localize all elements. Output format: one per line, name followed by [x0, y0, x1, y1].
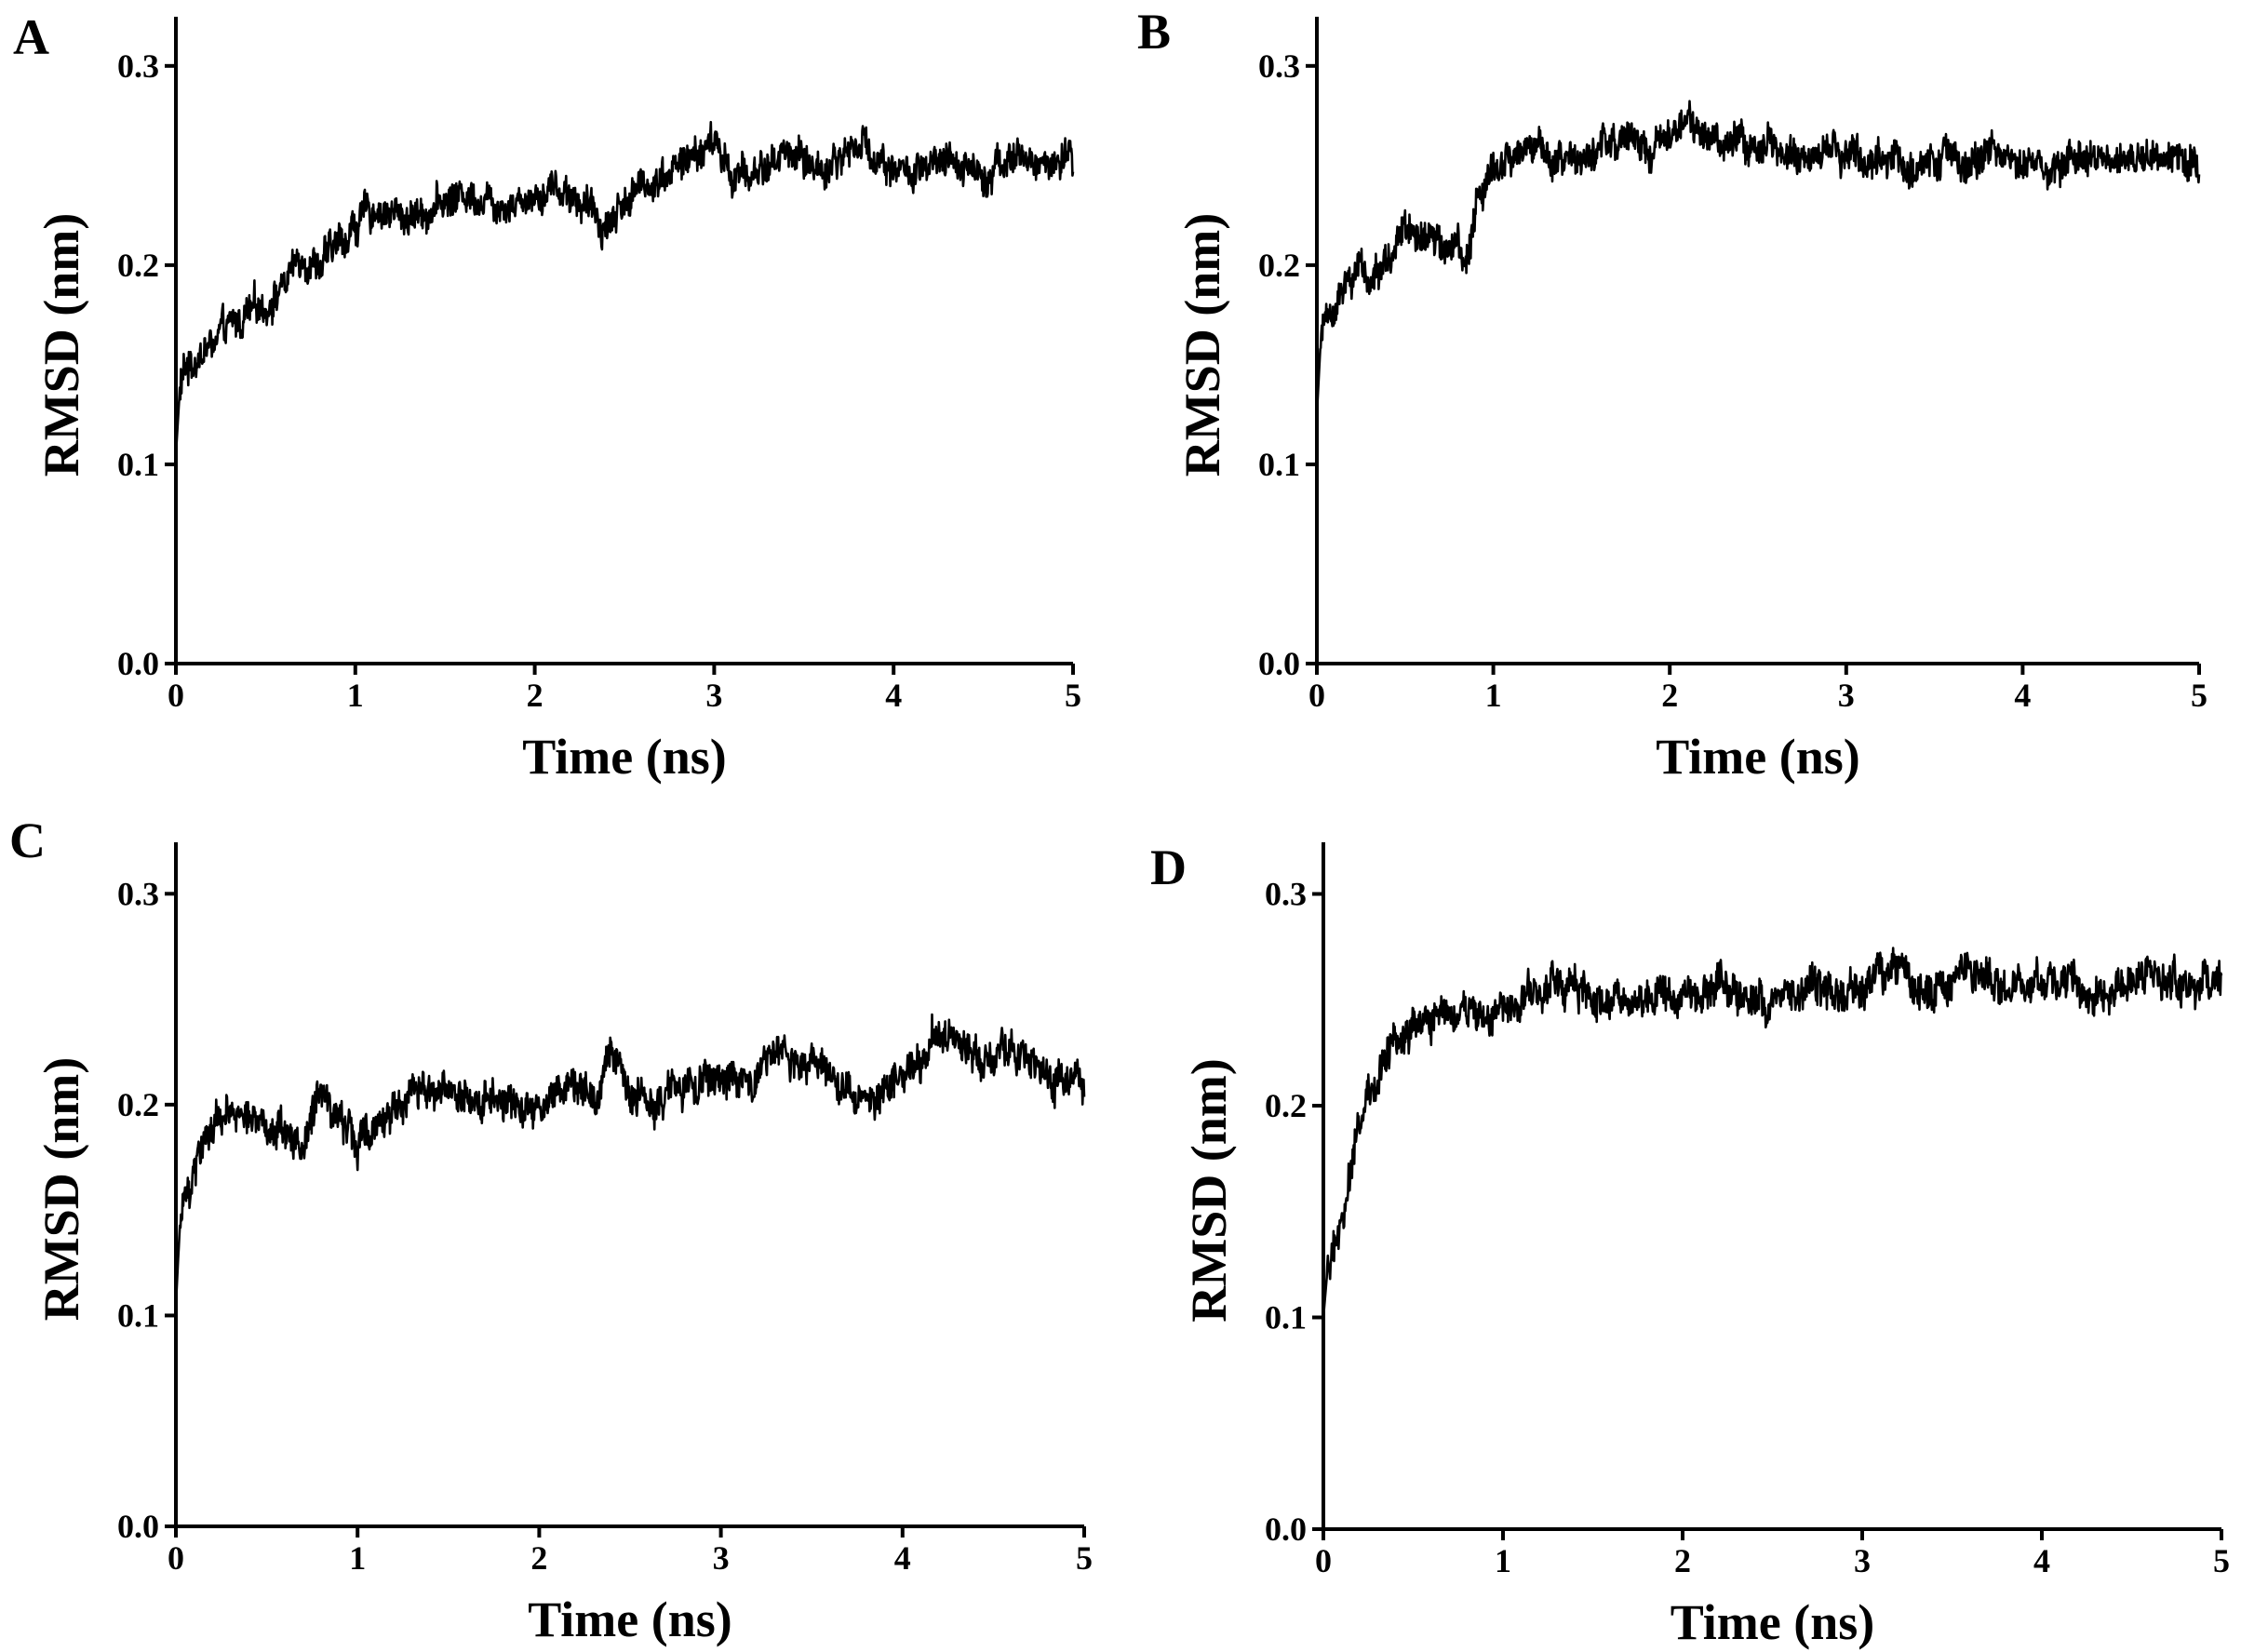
panel-label: B	[1137, 4, 1171, 60]
y-axis-title: RMSD (nm)	[1174, 213, 1230, 477]
x-tick-label: 2	[530, 1539, 547, 1577]
x-tick-label: 1	[1485, 677, 1502, 714]
chart-panel-d: D 0 1 2 3 4 5 0.0 0.1 0.2 0.3 Time (ns) RMSD (nm)	[1150, 839, 2230, 1650]
x-tick-label: 1	[1495, 1542, 1511, 1579]
y-tick-label: 0.0	[117, 645, 159, 682]
x-tick-label: 4	[2014, 677, 2031, 714]
x-tick-label: 4	[2033, 1542, 2050, 1579]
y-axis-title: RMSD (nm)	[1181, 1058, 1237, 1322]
x-tick-label: 5	[2191, 677, 2207, 714]
x-tick-label: 1	[349, 1539, 366, 1577]
x-tick-label: 4	[885, 677, 902, 714]
chart-panel-b: B 0 1 2 3 4 5 0.0 0.1 0.2 0.3 Time (ns) RMSD (nm)	[1137, 4, 2207, 785]
y-tick-label: 0.0	[1258, 645, 1300, 682]
x-tick-label: 2	[527, 677, 543, 714]
x-axis-title: Time (ns)	[1671, 1594, 1875, 1650]
y-tick-label: 0.1	[1265, 1299, 1307, 1336]
panel-label: C	[9, 813, 46, 868]
y-tick-label: 0.2	[117, 1086, 159, 1123]
y-tick-label: 0.3	[1258, 47, 1300, 85]
x-tick-label: 5	[2213, 1542, 2230, 1579]
x-tick-label: 5	[1076, 1539, 1093, 1577]
y-tick-label: 0.0	[1265, 1511, 1307, 1548]
x-axis-title: Time (ns)	[528, 1592, 732, 1647]
chart-panel-a: A 0 1 2 3 4 5 0.0 0.1 0.2 0.3 Time (ns) RMSD (nm)	[13, 9, 1081, 785]
y-tick-label: 0.3	[117, 47, 159, 85]
x-tick-label: 3	[1854, 1542, 1871, 1579]
y-axis-title: RMSD (nm)	[34, 1057, 89, 1321]
x-tick-label: 0	[1308, 677, 1325, 714]
x-tick-label: 2	[1661, 677, 1678, 714]
x-tick-label: 0	[168, 1539, 184, 1577]
panel-label: D	[1150, 839, 1187, 895]
y-tick-label: 0.1	[117, 446, 159, 483]
rmsd-series-line	[174, 120, 1075, 455]
y-tick-label: 0.0	[117, 1508, 159, 1545]
y-axis-title: RMSD (nm)	[34, 213, 89, 477]
x-tick-label: 3	[1838, 677, 1855, 714]
x-tick-label: 0	[1315, 1542, 1332, 1579]
y-tick-label: 0.1	[1258, 446, 1300, 483]
x-tick-label: 1	[347, 677, 364, 714]
y-tick-label: 0.2	[117, 247, 159, 284]
x-tick-label: 2	[1674, 1542, 1691, 1579]
y-tick-label: 0.3	[117, 875, 159, 912]
y-tick-label: 0.1	[117, 1296, 159, 1334]
chart-panel-c: C 0 1 2 3 4 5 0.0 0.1 0.2 0.3 Time (ns) RMSD (nm)	[9, 813, 1093, 1647]
x-tick-label: 5	[1065, 677, 1081, 714]
x-tick-label: 0	[168, 677, 184, 714]
y-tick-label: 0.2	[1265, 1087, 1307, 1124]
x-tick-label: 3	[705, 677, 722, 714]
rmsd-series-line	[1322, 947, 2223, 1318]
y-tick-label: 0.3	[1265, 876, 1307, 913]
y-tick-label: 0.2	[1258, 247, 1300, 284]
rmsd-series-line	[174, 1013, 1086, 1306]
x-axis-title: Time (ns)	[522, 729, 727, 785]
panel-label: A	[13, 9, 49, 65]
x-tick-label: 4	[894, 1539, 911, 1577]
rmsd-series-line	[1315, 100, 2201, 415]
x-tick-label: 3	[713, 1539, 730, 1577]
x-axis-title: Time (ns)	[1656, 729, 1860, 785]
